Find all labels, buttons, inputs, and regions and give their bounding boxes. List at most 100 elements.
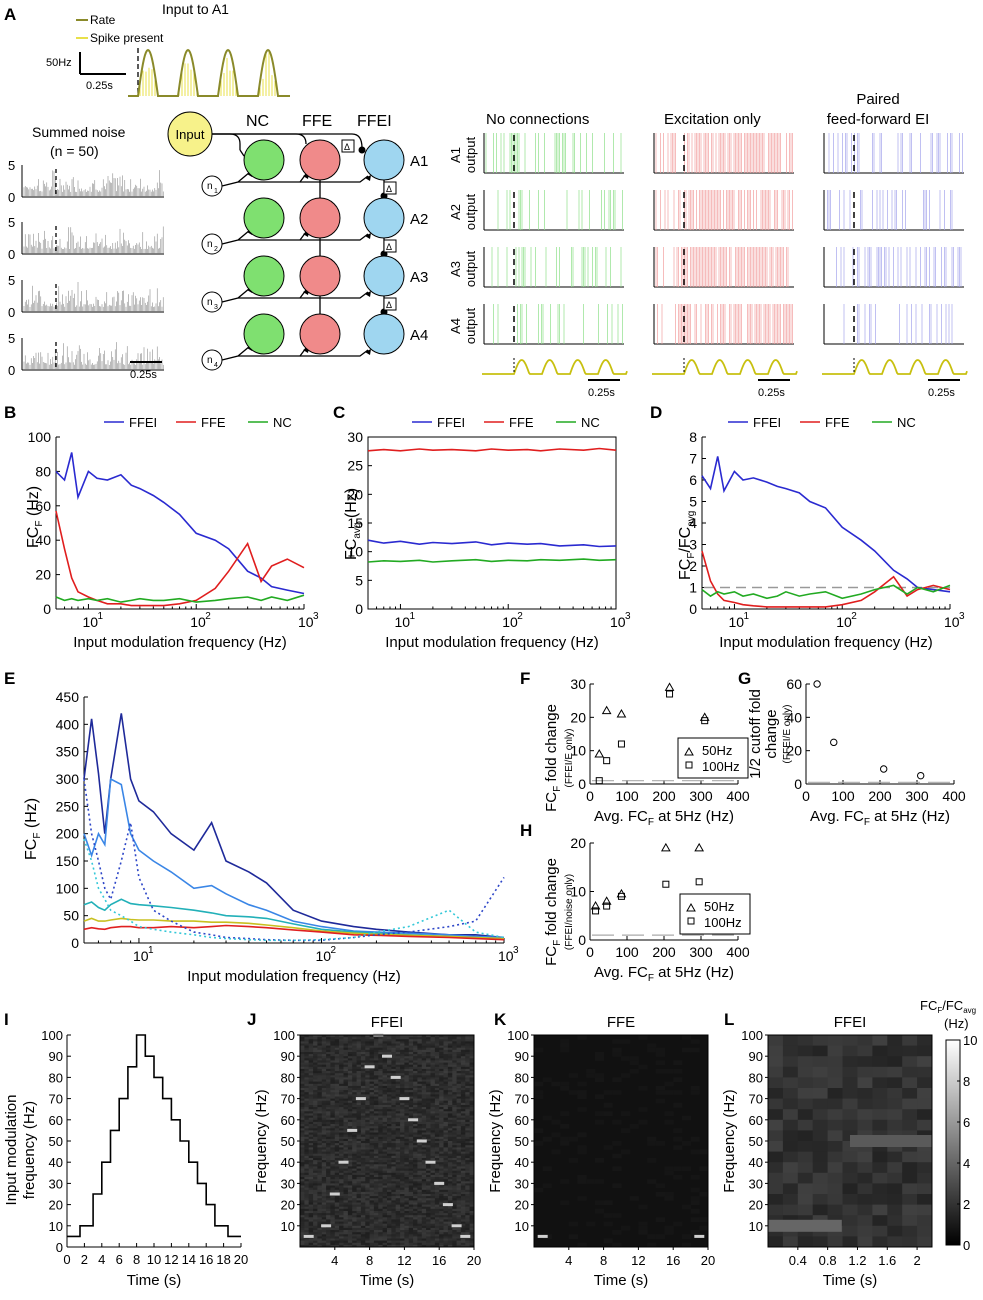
heatmap-cell bbox=[400, 1153, 405, 1157]
heatmap-cell bbox=[434, 1166, 440, 1169]
heatmap-cell bbox=[347, 1085, 353, 1089]
heatmap-cell bbox=[317, 1174, 323, 1178]
heatmap-cell bbox=[413, 1166, 418, 1169]
heatmap-cell bbox=[373, 1174, 379, 1178]
heatmap-cell bbox=[300, 1081, 305, 1085]
heatmap-cell bbox=[382, 1236, 388, 1239]
heatmap-cell bbox=[391, 1179, 397, 1182]
heatmap-cell bbox=[378, 1102, 384, 1106]
heatmap-cell bbox=[334, 1240, 340, 1244]
heatmap-cell bbox=[417, 1211, 423, 1214]
input-node-label: Input bbox=[176, 127, 205, 142]
heatmap-cell bbox=[373, 1187, 379, 1191]
heatmap-cell bbox=[382, 1196, 388, 1199]
heatmap-cell bbox=[378, 1138, 384, 1142]
heatmap-cell bbox=[391, 1105, 397, 1108]
heatmap-cell bbox=[347, 1147, 353, 1150]
heatmap-cell bbox=[426, 1181, 431, 1184]
heatmap-cell bbox=[304, 1077, 310, 1080]
heatmap-cell bbox=[395, 1198, 401, 1201]
heatmap-cell bbox=[369, 1240, 375, 1244]
heatmap-cell bbox=[317, 1047, 323, 1051]
heatmap-cell bbox=[356, 1090, 362, 1093]
heatmap-cell bbox=[321, 1166, 327, 1169]
series-line-ffei bbox=[701, 456, 951, 593]
heatmap-cell bbox=[382, 1198, 388, 1201]
heatmap-cell bbox=[334, 1164, 340, 1167]
heatmap-cell bbox=[304, 1177, 310, 1180]
heatmap-cell bbox=[408, 1047, 414, 1051]
heatmap-cell bbox=[421, 1107, 427, 1110]
heatmap-cell bbox=[387, 1066, 392, 1070]
heatmap-cell bbox=[347, 1062, 353, 1066]
heatmap-cell bbox=[404, 1206, 410, 1210]
series-line-ffe bbox=[55, 510, 305, 607]
heatmap-cell bbox=[300, 1136, 305, 1140]
noise-node bbox=[201, 233, 223, 255]
heatmap-cell bbox=[317, 1227, 323, 1231]
heatmap-cell bbox=[343, 1155, 349, 1159]
heatmap-cell bbox=[347, 1121, 353, 1125]
heatmap-cell bbox=[439, 1049, 444, 1053]
heatmap-cell bbox=[400, 1223, 405, 1227]
heatmap-cell bbox=[430, 1181, 436, 1184]
heatmap-cell bbox=[334, 1066, 340, 1070]
heatmap-cell bbox=[439, 1132, 444, 1136]
heatmap-cell bbox=[356, 1179, 362, 1182]
heatmap-cell bbox=[439, 1045, 444, 1049]
heatmap-cell bbox=[434, 1149, 440, 1153]
heatmap-cell bbox=[443, 1081, 449, 1085]
heatmap-cell bbox=[417, 1105, 423, 1108]
heatmap-cell bbox=[304, 1202, 310, 1206]
heatmap-cell bbox=[356, 1126, 362, 1129]
heatmap-cell bbox=[426, 1047, 431, 1051]
heatmap-cell bbox=[404, 1198, 410, 1201]
heatmap-cell bbox=[408, 1109, 414, 1112]
heatmap-cell bbox=[308, 1141, 314, 1144]
heatmap-cell bbox=[360, 1185, 366, 1189]
panel-label-k: K bbox=[494, 1010, 507, 1029]
heatmap-cell bbox=[317, 1232, 323, 1235]
heatmap-cell bbox=[300, 1126, 305, 1129]
y-tick-label: 40 bbox=[49, 1155, 63, 1170]
x-tick-label: 0 bbox=[802, 788, 810, 804]
heatmap-cell bbox=[339, 1172, 344, 1176]
heatmap-cell bbox=[304, 1179, 310, 1182]
heatmap-cell bbox=[360, 1149, 366, 1153]
heatmap-cell bbox=[378, 1058, 384, 1061]
heatmap-cell bbox=[408, 1141, 414, 1144]
heatmap-cell bbox=[404, 1066, 410, 1070]
heatmap-cell bbox=[400, 1172, 405, 1176]
heatmap-cell bbox=[304, 1085, 310, 1089]
heatmap-cell bbox=[352, 1168, 357, 1172]
heatmap-cell bbox=[408, 1162, 414, 1165]
scatter-point-circle bbox=[813, 680, 821, 688]
heatmap-cell bbox=[430, 1111, 436, 1114]
heatmap-cell bbox=[334, 1143, 340, 1146]
heatmap-cell bbox=[330, 1141, 336, 1144]
heatmap-cell bbox=[339, 1153, 344, 1157]
heatmap-cell bbox=[369, 1179, 375, 1182]
heatmap-cell bbox=[426, 1111, 431, 1114]
heatmap-cell bbox=[360, 1145, 366, 1148]
heatmap-cell bbox=[443, 1126, 449, 1129]
heatmap-cell bbox=[417, 1217, 423, 1220]
heatmap-cell bbox=[387, 1062, 392, 1066]
heatmap-cell bbox=[313, 1217, 318, 1220]
heatmap-cell bbox=[430, 1083, 436, 1087]
heatmap-cell bbox=[300, 1153, 305, 1157]
heatmap-cell bbox=[404, 1141, 410, 1144]
heatmap-cell bbox=[395, 1227, 401, 1231]
y-tick-label: 300 bbox=[56, 771, 80, 787]
heatmap-cell bbox=[408, 1181, 414, 1184]
heatmap-cell bbox=[400, 1240, 405, 1244]
heatmap-cell bbox=[408, 1102, 414, 1106]
heatmap-cell bbox=[347, 1105, 353, 1108]
heatmap-cell bbox=[413, 1083, 418, 1087]
heatmap-cell bbox=[382, 1145, 388, 1148]
heatmap-cell bbox=[339, 1244, 344, 1248]
heatmap-cell bbox=[321, 1054, 327, 1057]
heatmap-cell bbox=[352, 1189, 357, 1193]
heatmap-cell bbox=[382, 1047, 388, 1051]
